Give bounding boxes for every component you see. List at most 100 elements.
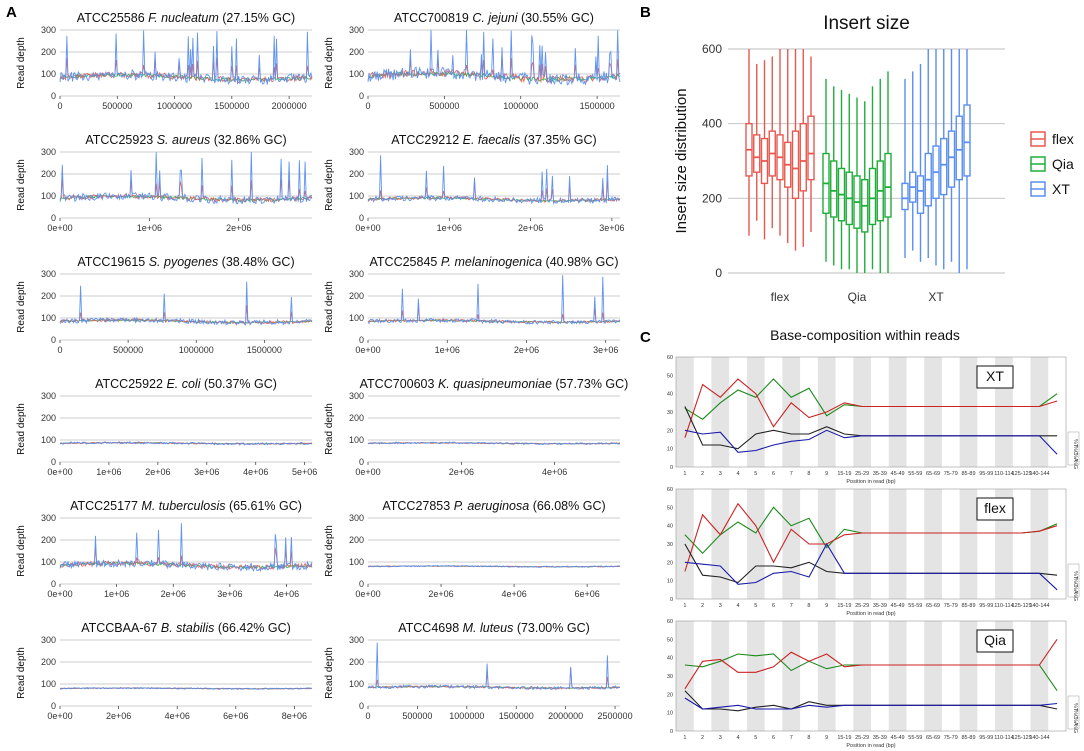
x-tick-label: 8	[807, 603, 810, 609]
y-axis-label: Read depth	[16, 647, 27, 699]
plot-title-prefix: ATCC700603	[360, 377, 438, 391]
y-tick-label: 200	[349, 169, 364, 179]
box	[784, 49, 792, 244]
plot-frame	[675, 620, 1067, 732]
x-tick-label: 2e+06	[161, 589, 186, 599]
box	[760, 60, 769, 240]
box-rect	[799, 122, 807, 192]
y-tick-label: 300	[349, 147, 364, 157]
y-tick-label: 300	[41, 25, 56, 35]
x-tick-label: 4	[737, 735, 740, 741]
column-shade	[1030, 489, 1049, 599]
x-tick-label: 25-29	[855, 603, 869, 609]
x-tick-label: 1	[683, 735, 686, 741]
box	[901, 78, 909, 259]
x-tick-label: 4e+06	[274, 589, 299, 599]
x-tick-label: 45-49	[891, 603, 905, 609]
column-shade	[888, 489, 907, 599]
y-tick-label: 50	[667, 505, 673, 511]
column-shade	[853, 621, 871, 731]
plot-title-prefix: ATCC700819	[394, 11, 472, 25]
plot-title-prefix: ATCCBAA-67	[81, 621, 161, 635]
coverage-plot-1: ATCC25586 F. nucleatum (27.15% GC) Read d…	[16, 11, 313, 111]
y-tick-label: 200	[349, 657, 364, 667]
plot-title-prefix: ATCC29212	[391, 133, 462, 147]
y-tick-label: 0	[51, 579, 56, 589]
x-tick-label: 1000000	[157, 101, 192, 111]
x-tick-label: 140-144	[1029, 603, 1049, 609]
y-tick-label: 0	[670, 465, 673, 471]
box	[807, 56, 815, 232]
y-tick-label: 100	[349, 69, 364, 79]
x-tick-label: 9	[825, 471, 828, 477]
y-axis-label: Read depth	[16, 159, 27, 211]
plot-title-species: S. aureus	[157, 133, 211, 147]
column-shade	[888, 357, 907, 467]
x-tick-label: 6e+06	[223, 711, 248, 721]
series-C	[684, 697, 1058, 710]
column-shade	[1030, 621, 1049, 731]
plot-title-species: B. stabilis	[161, 621, 215, 635]
y-tick-label: 300	[41, 269, 56, 279]
y-tick-label: 200	[349, 291, 364, 301]
y-tick-label: 200	[349, 535, 364, 545]
coverage-series-xt	[367, 275, 621, 325]
panel-label-c: C	[640, 329, 651, 346]
box	[868, 86, 877, 270]
box-rect	[807, 115, 815, 181]
x-tick-label: 95-99	[979, 603, 993, 609]
y-tick-label: 20	[667, 560, 673, 566]
y-tick-label: 50	[667, 637, 673, 643]
y-tick-label: 10	[667, 711, 673, 717]
x-tick-label: 0	[57, 345, 62, 355]
plot-title-species: E. faecalis	[463, 133, 521, 147]
y-axis-label: Read depth	[16, 281, 27, 333]
box	[845, 93, 853, 270]
y-tick-label: 100	[41, 679, 56, 689]
column-shade	[676, 489, 694, 599]
column-shade	[746, 621, 765, 731]
plot-title-species: M. luteus	[463, 621, 514, 635]
plot-title-prefix: ATCC25586	[77, 11, 148, 25]
legend-label: %A	[1072, 453, 1078, 462]
base-composition-title: Base-composition within reads	[770, 327, 960, 343]
y-tick-label: 50	[667, 373, 673, 379]
box	[924, 49, 932, 259]
coverage-series-xt	[59, 151, 313, 205]
box-rect	[753, 134, 761, 173]
plot-title-species: P. aeruginosa	[454, 499, 530, 513]
plot-title-gc: (57.73% GC)	[552, 377, 628, 391]
x-category-label: XT	[928, 290, 944, 304]
box	[768, 56, 776, 229]
x-axis-label: Position in read (bp)	[846, 743, 895, 749]
x-tick-label: 1e+06	[437, 223, 462, 233]
coverage-plot-5: ATCC19615 S. pyogenes (38.48% GC) Read de…	[16, 255, 313, 355]
plot-title: ATCC25923 S. aureus (32.86% GC)	[85, 133, 286, 147]
column-shade	[711, 357, 730, 467]
y-tick-label: 200	[349, 47, 364, 57]
x-tick-label: 4	[737, 471, 740, 477]
y-tick-label: 100	[41, 69, 56, 79]
y-tick-label: 300	[41, 635, 56, 645]
y-tick-label: 30	[667, 674, 673, 680]
x-tick-label: 2e+06	[518, 223, 543, 233]
y-tick-label: 100	[349, 557, 364, 567]
y-tick-label: 300	[41, 391, 56, 401]
y-tick-label: 300	[41, 147, 56, 157]
x-tick-label: 2e+06	[145, 467, 170, 477]
coverage-series-xt	[367, 441, 621, 446]
x-tick-label: 1e+06	[104, 589, 129, 599]
x-tick-label: 500000	[113, 345, 143, 355]
legend-item-qia: Qia	[1030, 156, 1074, 172]
box	[799, 49, 807, 247]
x-tick-label: 2e+06	[514, 345, 539, 355]
plot-title-gc: (27.15% GC)	[219, 11, 295, 25]
base-composition-plot-xt: 0 10 20 30 40 50 60 1 2 3 4 5 6 7 8 9 15-19 25-29 35-39 45-…	[667, 355, 1080, 485]
legend-label: %T	[1072, 571, 1078, 580]
plot-frame	[675, 488, 1067, 600]
coverage-plot-6: ATCC25845 P. melaninogenica (40.98% GC) R…	[324, 255, 621, 355]
y-tick-label: 0	[51, 213, 56, 223]
legend-label: %A	[1072, 717, 1078, 726]
column-shade	[888, 621, 907, 731]
y-tick-label: 200	[41, 169, 56, 179]
